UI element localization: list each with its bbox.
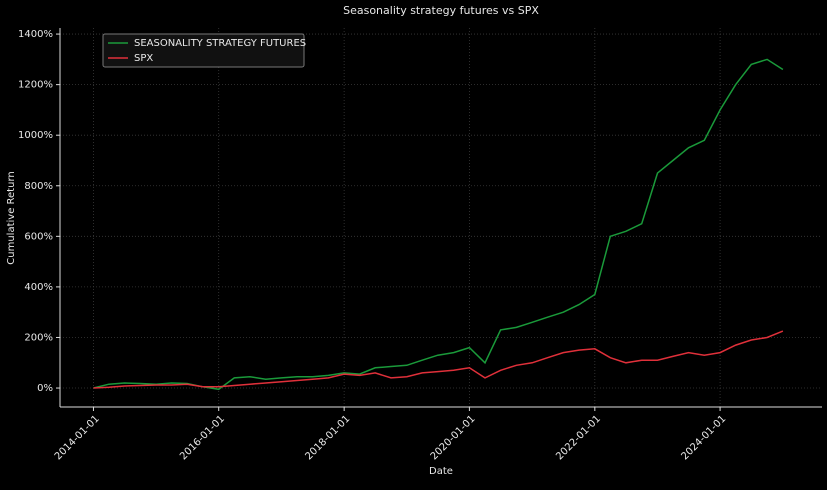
line-series [93, 58, 784, 391]
y-tick-label: 1200% [18, 80, 53, 91]
line-series [93, 330, 784, 389]
y-tick-label: 1000% [18, 130, 53, 141]
x-tick-label: 2022-01-01 [554, 413, 603, 462]
y-tick-label: 1400% [18, 29, 53, 40]
y-tick-label: 200% [24, 332, 53, 343]
chart-title: Seasonality strategy futures vs SPX [343, 4, 539, 17]
y-tick-label: 0% [37, 383, 53, 394]
x-axis-label: Date [429, 466, 453, 477]
x-tick-label: 2024-01-01 [679, 413, 728, 462]
y-tick-label: 400% [24, 282, 53, 293]
y-tick-label: 800% [24, 181, 53, 192]
y-tick-label: 600% [24, 231, 53, 242]
legend: SEASONALITY STRATEGY FUTURES SPX [102, 33, 306, 68]
x-tick-label: 2014-01-01 [53, 413, 102, 462]
legend-label: SEASONALITY STRATEGY FUTURES [134, 38, 306, 49]
legend-label: SPX [134, 53, 153, 64]
legend-box [102, 33, 305, 68]
y-axis-label: Cumulative Return [6, 171, 17, 264]
x-tick-label: 2020-01-01 [429, 413, 478, 462]
x-tick-label: 2016-01-01 [178, 413, 227, 462]
x-tick-label: 2018-01-01 [304, 413, 353, 462]
